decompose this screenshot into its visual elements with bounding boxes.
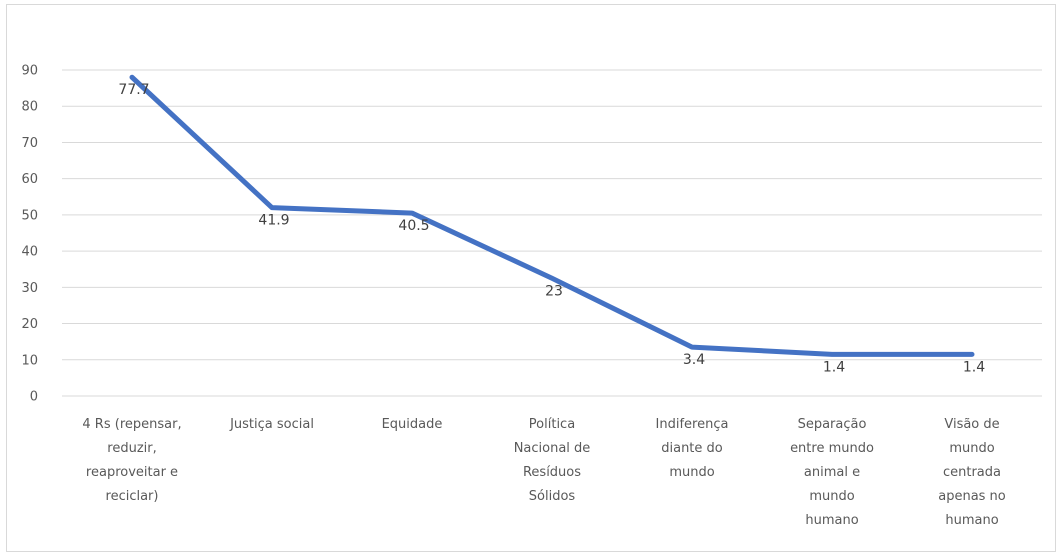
chart-frame: [6, 4, 1056, 552]
data-label: 23: [545, 283, 563, 299]
y-tick-label: 80: [21, 100, 38, 115]
data-labels: 77.7 41.9 40.5 23 3.4 1.4 1.4: [118, 82, 985, 375]
y-tick-label: 50: [21, 208, 38, 223]
x-tick-label: Separação entre mundo animal e mundo humano: [790, 417, 874, 528]
data-label: 3.4: [683, 352, 705, 368]
x-axis-ticks: 4 Rs (repensar, reduzir, reaproveitar e rec…: [82, 417, 1005, 528]
y-tick-label: 70: [21, 136, 38, 151]
x-tick-label: Equidade: [382, 417, 443, 432]
y-tick-label: 40: [21, 245, 38, 260]
data-label: 41.9: [258, 213, 289, 229]
x-tick-label: Justiça social: [229, 417, 314, 432]
series-layer: [129, 74, 975, 357]
y-tick-label: 0: [30, 390, 38, 405]
gridlines: [62, 69, 1042, 397]
y-tick-label: 90: [21, 64, 38, 79]
y-tick-label: 60: [21, 172, 38, 187]
data-label: 40.5: [398, 218, 429, 234]
data-label: 1.4: [823, 359, 845, 375]
x-tick-label: Indiferença diante do mundo: [656, 417, 729, 480]
data-label: 77.7: [118, 82, 149, 98]
y-axis-ticks: 0 10 20 30 40 50 60 70 80 90: [21, 64, 38, 405]
x-tick-label: Política Nacional de Resíduos Sólidos: [514, 417, 591, 504]
y-tick-label: 20: [21, 317, 38, 332]
y-tick-label: 30: [21, 281, 38, 296]
data-label: 1.4: [963, 359, 985, 375]
y-tick-label: 10: [21, 353, 38, 368]
x-tick-label: Visão de mundo centrada apenas no humano: [938, 417, 1006, 528]
x-tick-label: 4 Rs (repensar, reduzir, reaproveitar e rec…: [82, 417, 181, 504]
